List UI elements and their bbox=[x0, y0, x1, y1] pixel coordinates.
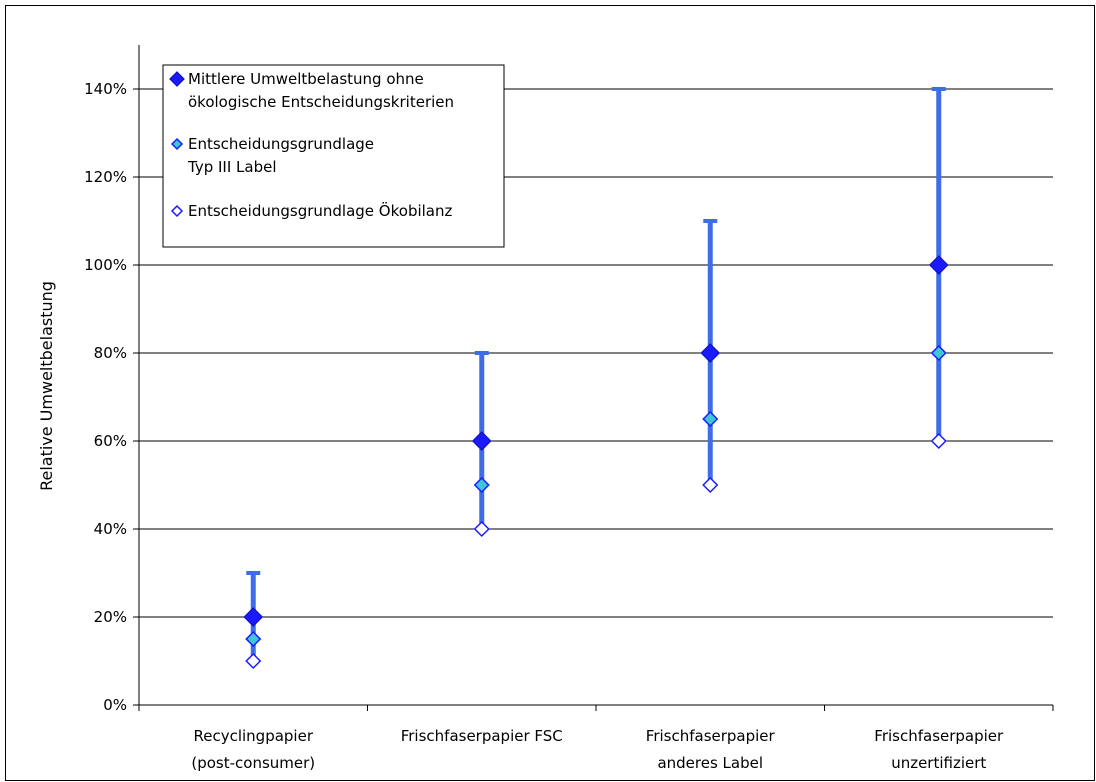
y-axis-label: Relative Umweltbelastung bbox=[37, 281, 56, 491]
y-tick-label: 60% bbox=[94, 432, 127, 450]
y-tick-label: 20% bbox=[94, 608, 127, 626]
axis-layer: 0% 20% 40% 60% 80% 100% 120% 140% Recyclingpapie… bbox=[84, 45, 1054, 772]
y-tick-label: 140% bbox=[84, 80, 127, 98]
legend: Mittlere Umweltbelastung ohne ökologische… bbox=[162, 64, 505, 248]
data-point-filled-diamond bbox=[471, 431, 492, 451]
legend-entry-text: Typ III Label bbox=[187, 158, 277, 176]
data-point-filled-diamond bbox=[700, 343, 721, 363]
legend-marker-teal-diamond bbox=[170, 137, 184, 151]
y-tick-label: 40% bbox=[94, 520, 127, 538]
data-point-teal-diamond bbox=[473, 476, 490, 494]
marker-layer bbox=[243, 255, 949, 670]
data-point-teal-diamond bbox=[930, 344, 947, 362]
data-point-filled-diamond bbox=[928, 255, 949, 275]
data-point-hollow-diamond bbox=[702, 476, 719, 494]
data-point-teal-diamond bbox=[702, 410, 719, 428]
category-label-line1: Recyclingpapier bbox=[193, 727, 313, 745]
legend-marker-hollow-diamond bbox=[170, 204, 184, 218]
category-label-line2: (post-consumer) bbox=[191, 754, 315, 772]
data-point-teal-diamond bbox=[245, 630, 262, 648]
category-label-line1: Frischfaserpapier FSC bbox=[401, 727, 563, 745]
legend-box bbox=[162, 64, 505, 248]
legend-entry-text: Entscheidungsgrundlage Ökobilanz bbox=[188, 201, 452, 220]
category-label-line2: anderes Label bbox=[657, 754, 763, 772]
y-tick-label: 100% bbox=[84, 256, 127, 274]
y-tick-label: 0% bbox=[103, 696, 127, 714]
y-tick-label: 120% bbox=[84, 168, 127, 186]
category-label-line1: Frischfaserpapier bbox=[874, 727, 1004, 745]
legend-entry-text: Mittlere Umweltbelastung ohne bbox=[188, 70, 424, 88]
chart-frame: 0% 20% 40% 60% 80% 100% 120% 140% Recyclingpapie… bbox=[5, 5, 1095, 781]
legend-entry-text: Entscheidungsgrundlage bbox=[188, 135, 374, 153]
category-label-line1: Frischfaserpapier bbox=[646, 727, 776, 745]
category-label-line2: unzertifiziert bbox=[891, 754, 986, 772]
legend-entry-text: ökologische Entscheidungskriterien bbox=[188, 93, 454, 111]
data-point-hollow-diamond bbox=[930, 432, 947, 450]
chart-svg: 0% 20% 40% 60% 80% 100% 120% 140% Recyclingpapie… bbox=[37, 45, 1054, 772]
data-point-filled-diamond bbox=[243, 607, 264, 627]
legend-marker-filled-diamond bbox=[169, 71, 185, 87]
data-point-hollow-diamond bbox=[245, 652, 262, 670]
y-tick-label: 80% bbox=[94, 344, 127, 362]
data-point-hollow-diamond bbox=[473, 520, 490, 538]
